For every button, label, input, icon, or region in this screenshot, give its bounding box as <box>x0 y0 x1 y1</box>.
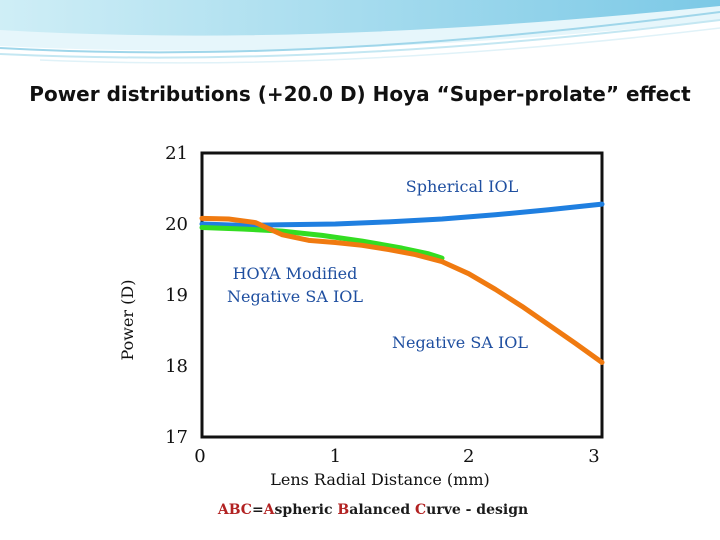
y-tick-label: 21 <box>165 143 188 164</box>
y-tick-label: 19 <box>165 285 188 306</box>
slide-title: Power distributions (+20.0 D) Hoya “Supe… <box>29 82 691 106</box>
annotation-hoya-line2: Negative SA IOL <box>227 287 363 306</box>
series-line-negative-sa-iol <box>199 215 605 365</box>
caption-highlight: ABC <box>217 502 252 518</box>
caption-text: spheric <box>274 502 338 518</box>
series-line-hoya-modified-negative-sa-iol <box>199 225 445 261</box>
x-tick-label: 2 <box>463 446 474 467</box>
caption-highlight: C <box>414 502 427 518</box>
x-axis-label: Lens Radial Distance (mm) <box>270 470 490 489</box>
y-tick-label: 17 <box>165 427 188 448</box>
annotation-hoya-line1: HOYA Modified <box>233 264 358 283</box>
y-axis-label: Power (D) <box>118 280 137 361</box>
caption-text: urve - design <box>426 502 529 518</box>
x-tick-label: 1 <box>330 446 341 467</box>
caption-highlight: A <box>263 502 275 518</box>
caption-text: = <box>251 502 264 518</box>
x-tick-label: 3 <box>588 446 599 467</box>
x-tick-label: 0 <box>194 446 205 467</box>
plot-frame <box>200 151 604 439</box>
annotation-negative-sa-iol: Negative SA IOL <box>392 333 528 352</box>
y-tick-label: 20 <box>165 214 188 235</box>
series-line-spherical-iol <box>199 201 605 228</box>
caption-text: alanced <box>349 502 415 518</box>
annotation-spherical-iol: Spherical IOL <box>406 177 519 196</box>
header-banner-decoration <box>0 0 720 75</box>
y-tick-label: 18 <box>165 356 188 377</box>
abc-design-caption: ABC=Aspheric Balanced Curve - design <box>0 502 720 518</box>
caption-highlight: B <box>337 502 350 518</box>
